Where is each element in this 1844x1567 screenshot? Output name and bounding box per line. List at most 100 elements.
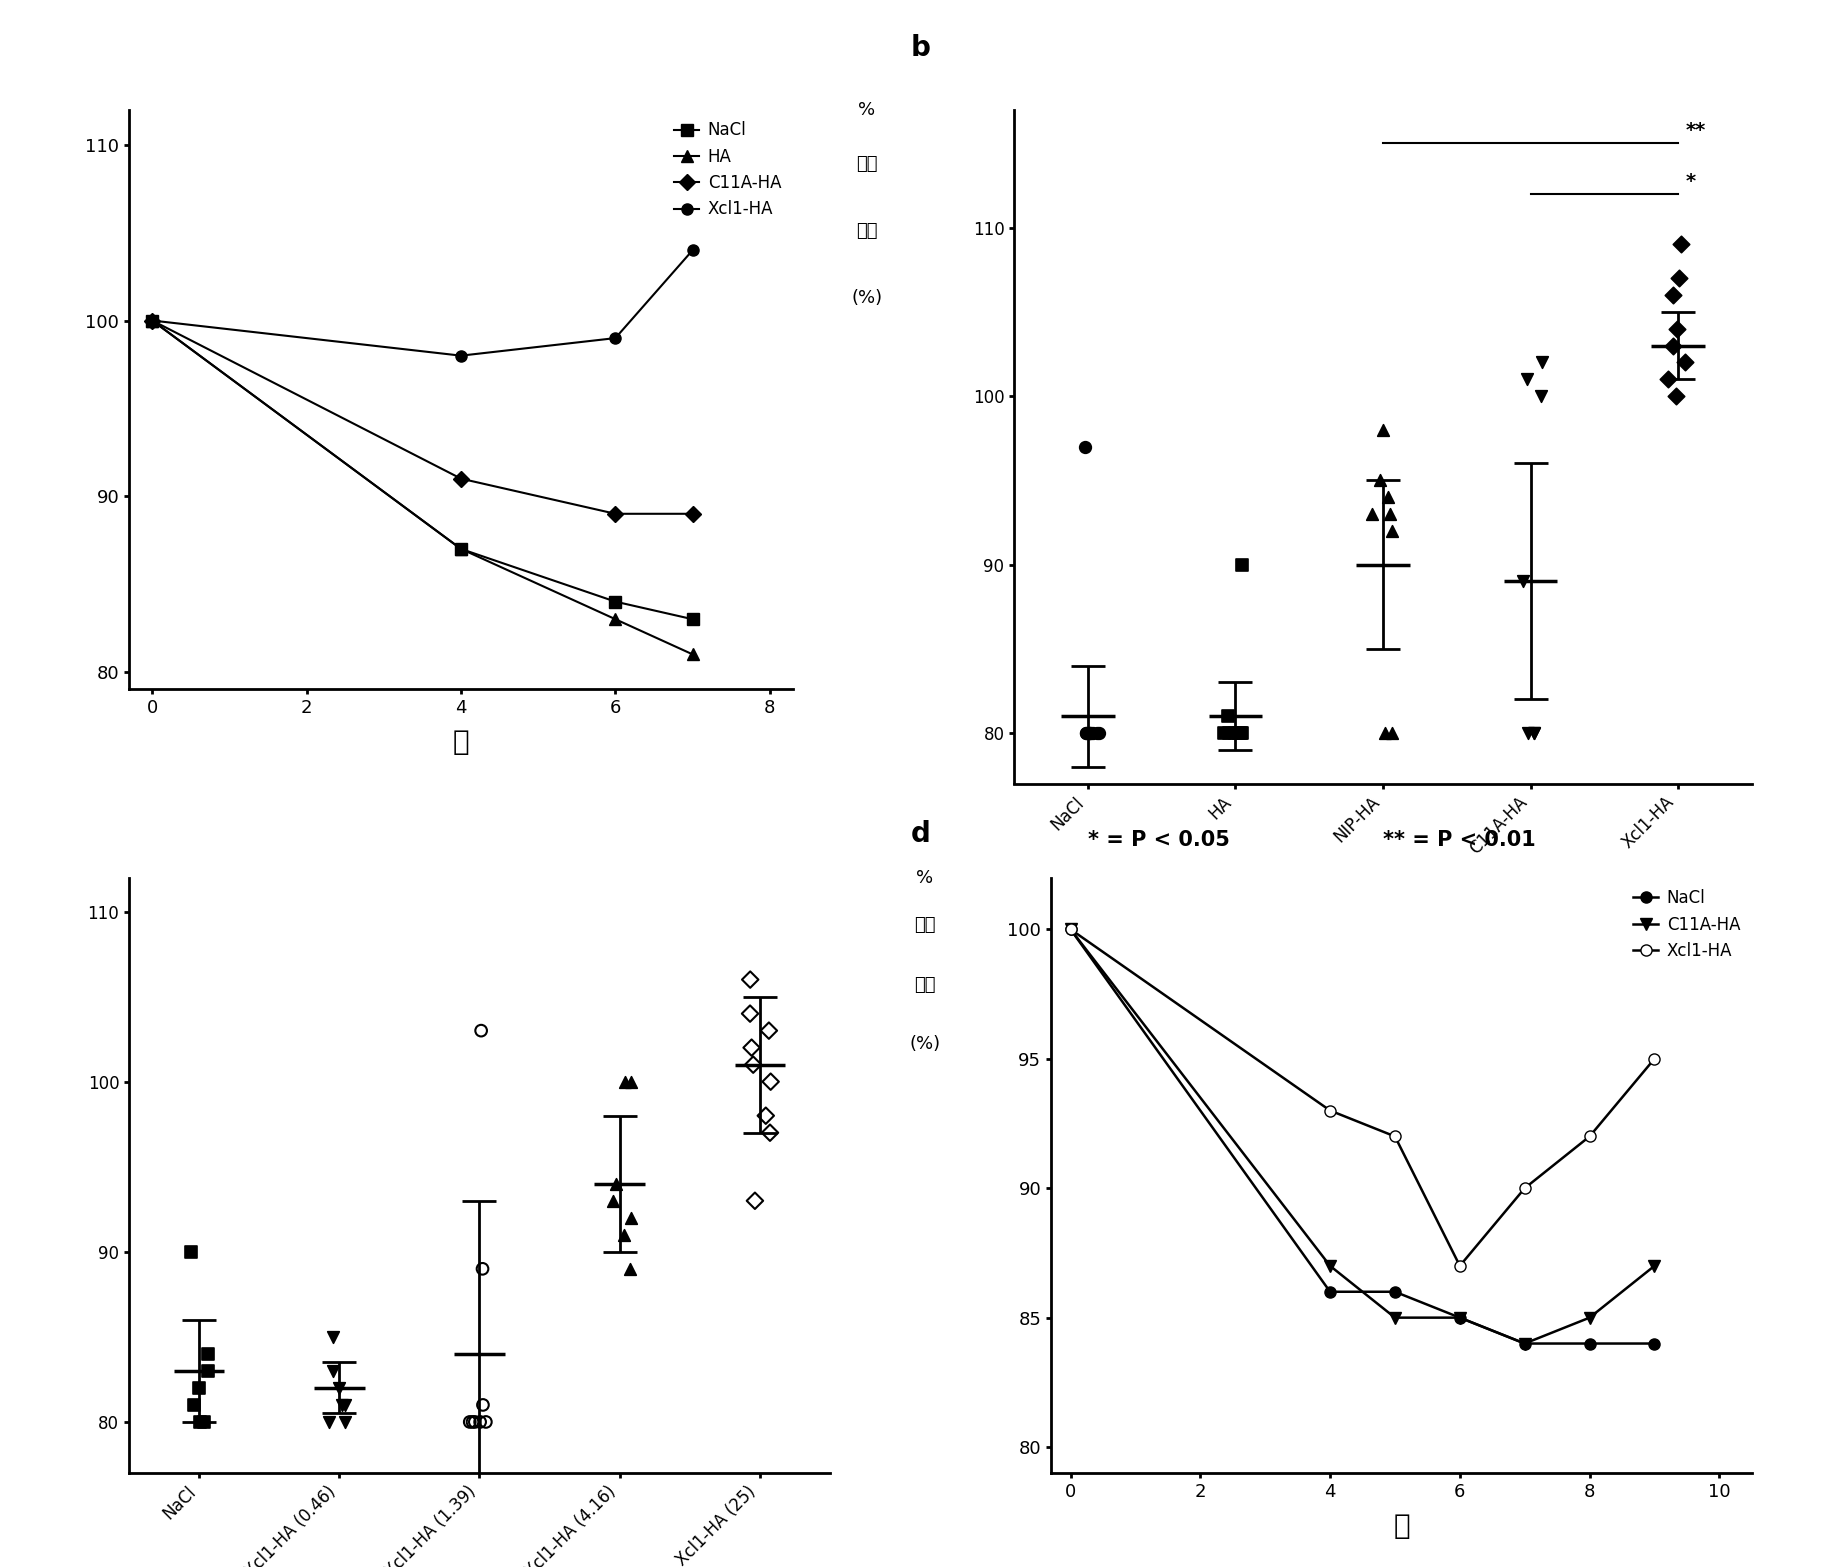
- Xcl1-HA: [1383, 1127, 1405, 1145]
- NaCl: [1318, 1282, 1341, 1301]
- Xcl1-HA: [1578, 1127, 1601, 1145]
- C11A-HA: [682, 505, 704, 523]
- Point: [175, 1239, 205, 1265]
- Line: Xcl1-HA: Xcl1-HA: [1066, 923, 1660, 1271]
- Point: [1661, 384, 1691, 409]
- Point: [184, 1376, 214, 1401]
- Point: [1372, 484, 1401, 509]
- Point: [319, 1359, 349, 1384]
- Point: [1082, 721, 1112, 746]
- Point: [1075, 721, 1105, 746]
- Point: [756, 1120, 786, 1145]
- NaCl: [1060, 920, 1082, 939]
- Point: [1658, 332, 1687, 357]
- Point: [1377, 721, 1407, 746]
- Point: [1667, 232, 1696, 257]
- Point: [1519, 721, 1549, 746]
- Point: [1224, 721, 1254, 746]
- Text: **: **: [1685, 121, 1706, 139]
- Point: [1663, 265, 1693, 290]
- Point: [194, 1341, 223, 1366]
- Text: *: *: [1685, 171, 1695, 191]
- C11A-HA: [1449, 1308, 1472, 1327]
- Xcl1-HA: [1060, 920, 1082, 939]
- Xcl1-HA: [1643, 1050, 1665, 1069]
- X-axis label: 天: 天: [1392, 1512, 1411, 1540]
- Point: [467, 1019, 496, 1044]
- Point: [186, 1409, 216, 1434]
- Text: 体重: 体重: [856, 223, 878, 240]
- Point: [610, 1069, 640, 1094]
- Point: [330, 1393, 360, 1418]
- Text: b: b: [911, 34, 931, 61]
- Xcl1-HA: [682, 241, 704, 260]
- Legend: NaCl, C11A-HA, Xcl1-HA: NaCl, C11A-HA, Xcl1-HA: [1626, 882, 1746, 967]
- Point: [1079, 721, 1108, 746]
- Point: [1075, 721, 1105, 746]
- Line: NaCl: NaCl: [148, 315, 699, 625]
- Text: ** = P < 0.01: ** = P < 0.01: [1383, 831, 1536, 851]
- Point: [616, 1257, 645, 1282]
- Point: [330, 1409, 360, 1434]
- Point: [1221, 721, 1250, 746]
- Xcl1-HA: [450, 346, 472, 365]
- Point: [1071, 721, 1101, 746]
- Point: [190, 1409, 219, 1434]
- C11A-HA: [605, 505, 627, 523]
- NaCl: [682, 610, 704, 628]
- HA: [682, 646, 704, 664]
- Point: [1512, 721, 1542, 746]
- Text: 体重: 体重: [915, 976, 935, 993]
- C11A-HA: [1578, 1308, 1601, 1327]
- NaCl: [1514, 1334, 1536, 1352]
- Point: [455, 1409, 485, 1434]
- Text: %: %: [916, 868, 933, 887]
- Text: d: d: [911, 820, 931, 848]
- Point: [328, 1393, 358, 1418]
- Point: [599, 1188, 629, 1213]
- C11A-HA: [1514, 1334, 1536, 1352]
- Point: [1661, 317, 1691, 342]
- Point: [470, 1409, 500, 1434]
- Point: [1376, 501, 1405, 527]
- Line: C11A-HA: C11A-HA: [148, 315, 699, 519]
- Point: [601, 1171, 631, 1196]
- Legend: NaCl, HA, C11A-HA, Xcl1-HA: NaCl, HA, C11A-HA, Xcl1-HA: [668, 114, 787, 226]
- Point: [751, 1103, 780, 1128]
- NaCl: [450, 539, 472, 558]
- Point: [465, 1409, 494, 1434]
- Line: Xcl1-HA: Xcl1-HA: [148, 244, 699, 362]
- Point: [457, 1409, 487, 1434]
- Xcl1-HA: [1514, 1178, 1536, 1197]
- Text: 剥释: 剥释: [856, 155, 878, 172]
- Xcl1-HA: [1449, 1257, 1472, 1276]
- NaCl: [1578, 1334, 1601, 1352]
- NaCl: [605, 592, 627, 611]
- Point: [1671, 349, 1700, 375]
- Point: [1512, 367, 1542, 392]
- Point: [468, 1257, 498, 1282]
- Point: [1084, 721, 1114, 746]
- C11A-HA: [142, 312, 164, 331]
- X-axis label: 天: 天: [452, 729, 470, 757]
- Point: [461, 1409, 491, 1434]
- Point: [616, 1069, 645, 1094]
- Text: * = P < 0.05: * = P < 0.05: [1088, 831, 1230, 851]
- Point: [736, 967, 765, 992]
- Point: [1519, 721, 1549, 746]
- Point: [1226, 721, 1256, 746]
- Point: [1368, 417, 1398, 442]
- Point: [1508, 569, 1538, 594]
- Line: C11A-HA: C11A-HA: [1066, 923, 1660, 1349]
- C11A-HA: [1318, 1257, 1341, 1276]
- Point: [1377, 519, 1407, 544]
- NaCl: [1449, 1308, 1472, 1327]
- Xcl1-HA: [142, 312, 164, 331]
- Text: %: %: [857, 100, 876, 119]
- Line: NaCl: NaCl: [1066, 923, 1660, 1349]
- Point: [1226, 721, 1256, 746]
- Text: (%): (%): [909, 1036, 940, 1053]
- Point: [1357, 501, 1387, 527]
- Point: [1527, 349, 1556, 375]
- Point: [1213, 704, 1243, 729]
